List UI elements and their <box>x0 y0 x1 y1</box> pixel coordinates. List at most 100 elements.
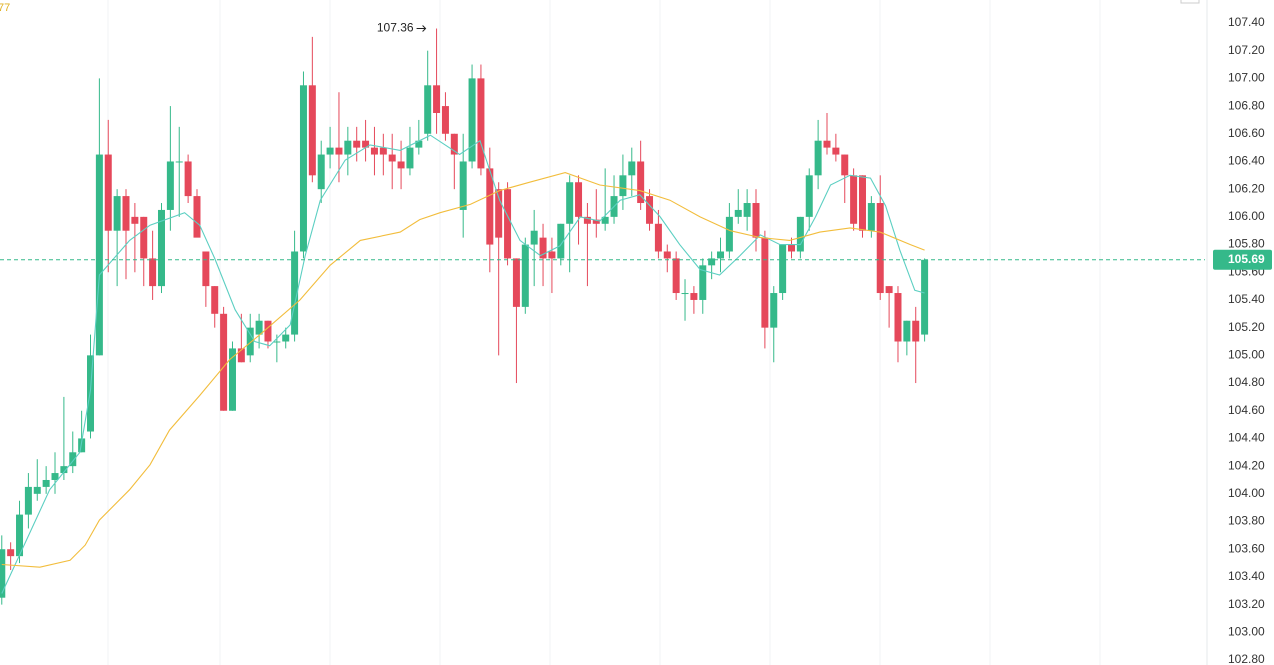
candle-body <box>16 514 24 557</box>
last-price-label: 105.69 <box>1228 252 1265 266</box>
candle-body <box>468 78 476 162</box>
candle-body <box>699 265 707 300</box>
candle-body <box>450 133 458 155</box>
last-price-box <box>1213 249 1272 270</box>
y-tick-label: 103.20 <box>1228 597 1265 611</box>
candle-body <box>308 85 316 176</box>
candle-body <box>823 140 831 148</box>
y-tick-label: 105.40 <box>1228 292 1265 306</box>
candle-body <box>521 244 529 307</box>
candle-body <box>477 78 485 169</box>
max-annotation: 107.36 <box>377 21 414 35</box>
candle-body <box>24 486 32 515</box>
y-tick-label: 105.00 <box>1228 348 1265 362</box>
candle-body <box>87 355 95 432</box>
candle-body <box>122 196 130 231</box>
candle-body <box>690 293 698 300</box>
candle-body <box>512 258 520 307</box>
candle-body <box>601 216 609 224</box>
candle-body <box>175 161 183 163</box>
candle-body <box>42 479 50 487</box>
candle-body <box>903 320 911 342</box>
candle-body <box>344 140 352 155</box>
candle-body <box>894 293 902 342</box>
candle-body <box>619 175 627 197</box>
candle-body <box>370 147 378 155</box>
candle-body <box>220 313 228 411</box>
candle-body <box>557 223 565 259</box>
candle-body <box>539 237 547 259</box>
candle-body <box>406 147 414 169</box>
candle-body <box>388 154 396 162</box>
candle-body <box>459 161 467 210</box>
top-left-label: 77 <box>0 2 10 14</box>
candle-body <box>441 106 449 134</box>
candle-body <box>752 203 760 238</box>
candle-body <box>104 154 112 231</box>
candle-body <box>628 161 636 176</box>
corner-button[interactable] <box>1180 0 1200 4</box>
candle-body <box>424 85 432 134</box>
candle-body <box>140 216 148 259</box>
candle-body <box>858 175 866 231</box>
moving-average-line <box>1 134 925 594</box>
candle-body <box>228 348 236 411</box>
candle-body <box>495 189 503 238</box>
candle-body <box>211 286 219 314</box>
candle-body <box>708 258 716 266</box>
candle-body <box>246 327 254 356</box>
candle-body <box>299 85 307 252</box>
candle-body <box>841 154 849 176</box>
candle-body <box>157 209 165 287</box>
candle-body <box>282 334 290 342</box>
candle-body <box>202 251 210 287</box>
y-tick-label: 105.80 <box>1228 237 1265 251</box>
candle-body <box>850 175 858 224</box>
candle-body <box>885 286 893 294</box>
y-tick-label: 104.40 <box>1228 431 1265 445</box>
y-tick-label: 106.00 <box>1228 209 1265 223</box>
y-tick-label: 107.00 <box>1228 71 1265 85</box>
candle-body <box>725 216 733 252</box>
candle-body <box>504 189 512 259</box>
candle-body <box>770 293 778 328</box>
candle-body <box>131 216 139 224</box>
candle-body <box>33 486 41 494</box>
candle-body <box>273 341 281 343</box>
candle-body <box>7 549 15 557</box>
candle-body <box>486 168 494 245</box>
candle-body <box>326 147 334 155</box>
y-tick-label: 106.20 <box>1228 181 1265 195</box>
y-tick-label: 104.60 <box>1228 403 1265 417</box>
candle-body <box>95 154 103 356</box>
candle-body <box>575 182 583 217</box>
y-tick-label: 107.40 <box>1228 15 1265 29</box>
y-tick-label: 103.80 <box>1228 514 1265 528</box>
y-tick-label: 103.40 <box>1228 569 1265 583</box>
candle-body <box>415 140 423 148</box>
y-tick-label: 102.80 <box>1228 652 1265 665</box>
candle-body <box>548 251 556 259</box>
candle-body <box>592 219 600 224</box>
candle-body <box>743 203 751 217</box>
candle-body <box>583 216 591 224</box>
candle-body <box>69 452 77 467</box>
candle-body <box>237 348 245 363</box>
y-tick-label: 107.20 <box>1228 43 1265 57</box>
y-tick-label: 104.80 <box>1228 375 1265 389</box>
candle-body <box>779 244 787 294</box>
candle-body <box>637 161 645 204</box>
candle-body <box>796 216 804 252</box>
candle-body <box>60 466 68 474</box>
candle-body <box>362 140 370 148</box>
candle-body <box>379 147 387 155</box>
annotation-arrow <box>416 25 427 32</box>
candle-body <box>397 161 405 169</box>
candle-body <box>672 258 680 294</box>
y-tick-label: 104.20 <box>1228 458 1265 472</box>
candle-body <box>433 85 441 114</box>
candle-body <box>814 140 822 176</box>
candle-body <box>291 251 299 335</box>
